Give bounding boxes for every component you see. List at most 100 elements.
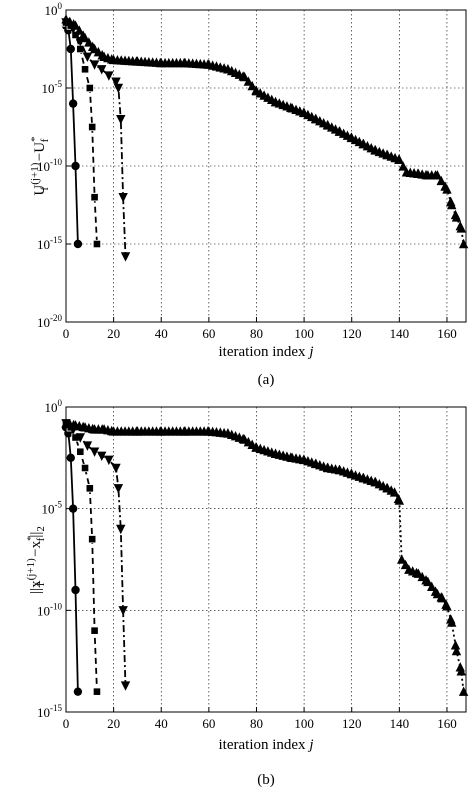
data-point <box>458 686 469 696</box>
data-point <box>82 52 93 62</box>
x-tick-label: 40 <box>155 326 168 341</box>
data-point <box>92 239 102 249</box>
data-point <box>442 601 452 611</box>
data-point <box>89 60 100 70</box>
y-axis-label-a: U(j+1)f −U*f <box>29 136 51 195</box>
y-tick-label: 100 <box>45 1 63 18</box>
data-point <box>85 83 94 93</box>
data-point <box>88 535 97 544</box>
data-point <box>113 83 124 94</box>
y-tick-label: 10-5 <box>42 500 63 517</box>
x-tick-label: 120 <box>342 326 362 341</box>
data-point <box>70 20 81 30</box>
x-tick-label: 60 <box>202 326 215 341</box>
y-ticks-a: 100 10-5 10-10 10-15 10-20 <box>37 1 71 330</box>
data-point <box>398 161 408 171</box>
y-tick-label: 10-15 <box>37 235 62 252</box>
panel-label-a: (a) <box>258 372 275 388</box>
data-point <box>451 212 462 222</box>
data-point <box>116 115 126 125</box>
plot-frame-b <box>65 406 467 713</box>
data-point <box>447 617 457 627</box>
data-point <box>68 504 78 513</box>
x-tick-label: 60 <box>202 716 215 731</box>
data-point <box>432 170 443 180</box>
x-tick-label: 0 <box>63 716 70 731</box>
x-tick-label: 0 <box>63 326 70 341</box>
grid-b <box>66 407 466 712</box>
data-point <box>84 37 94 47</box>
data-point <box>80 65 90 74</box>
series-circle <box>61 423 83 696</box>
series-line <box>65 25 79 245</box>
data-point <box>118 193 128 203</box>
data-point <box>120 252 131 262</box>
y-axis-label-b: ||x(j+1)f −x*f||2 <box>25 526 47 594</box>
y-tick-label: 10-20 <box>37 313 62 330</box>
x-tick-label: 160 <box>437 326 457 341</box>
panel-label-b: (b) <box>257 772 275 788</box>
series-line <box>65 426 79 692</box>
data-point <box>80 463 90 473</box>
data-point <box>450 640 461 650</box>
data-point <box>111 77 121 87</box>
data-point <box>458 238 469 249</box>
data-point <box>97 451 107 461</box>
series-b <box>61 418 469 696</box>
y-tick-label: 10-5 <box>42 79 63 96</box>
data-point <box>71 30 80 40</box>
x-tick-label: 140 <box>390 716 410 731</box>
y-tick-label: 10-15 <box>37 703 62 720</box>
data-point <box>89 447 100 457</box>
x-tick-label: 20 <box>107 326 120 341</box>
x-tick-label: 20 <box>107 716 120 731</box>
data-point <box>71 585 80 595</box>
y-tick-label: 10-10 <box>37 157 62 174</box>
data-point <box>118 606 128 616</box>
x-ticks-a: 0 20 40 60 80 100 120 140 160 <box>63 317 457 341</box>
data-point <box>92 687 102 696</box>
data-point <box>394 495 405 505</box>
x-tick-label: 140 <box>390 326 410 341</box>
data-point <box>451 645 462 656</box>
x-tick-label: 120 <box>342 716 362 731</box>
grid-a <box>66 10 466 322</box>
x-tick-label: 80 <box>250 326 263 341</box>
data-point <box>120 681 131 691</box>
series-line <box>65 422 465 692</box>
x-ticks-b: 0 20 40 60 80 100 120 140 160 <box>63 707 457 731</box>
data-point <box>423 576 433 587</box>
x-tick-label: 100 <box>294 716 314 731</box>
series-line <box>65 422 98 692</box>
data-point <box>71 161 80 171</box>
y-tick-label: 100 <box>45 398 63 415</box>
data-point <box>90 626 99 635</box>
data-point <box>68 99 78 108</box>
y-ticks-b: 100 10-5 10-10 10-15 <box>37 398 71 720</box>
series-a <box>61 14 469 262</box>
x-tick-label: 160 <box>437 716 457 731</box>
panel-a: 0 20 40 60 80 100 120 140 160 100 10-5 10-10 10-15 1… <box>29 1 469 388</box>
data-point <box>116 524 126 535</box>
data-point <box>104 455 114 466</box>
data-point <box>73 239 83 249</box>
series-triangle-up <box>61 14 469 249</box>
data-point <box>104 71 114 81</box>
data-point <box>97 65 107 75</box>
data-point <box>113 484 124 494</box>
data-point <box>436 175 446 186</box>
x-axis-label-b: iteration index j <box>219 737 314 753</box>
data-point <box>243 76 254 86</box>
x-axis-label-a: iteration index j <box>219 344 314 360</box>
data-point <box>456 223 466 233</box>
data-point <box>437 592 447 603</box>
data-point <box>239 71 250 82</box>
data-point <box>394 154 405 164</box>
data-point <box>88 122 97 132</box>
data-point <box>447 199 457 210</box>
data-point <box>73 687 83 696</box>
data-point <box>456 666 466 676</box>
data-point <box>66 44 75 54</box>
data-point <box>397 554 407 564</box>
x-tick-label: 40 <box>155 716 168 731</box>
